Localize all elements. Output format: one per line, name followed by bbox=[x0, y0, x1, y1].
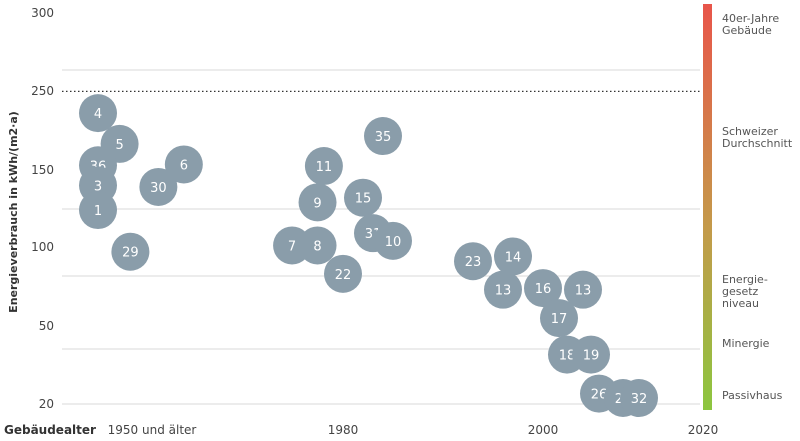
bubble-label: 18 bbox=[559, 349, 576, 364]
bubble-label: 17 bbox=[551, 312, 568, 327]
bubble-label: 30 bbox=[150, 181, 167, 196]
energy-scale-label: Schweizer bbox=[722, 125, 778, 138]
x-axis-label: Gebäudealter bbox=[4, 423, 96, 437]
bubble bbox=[524, 269, 562, 308]
y-tick-label: 50 bbox=[39, 319, 54, 333]
bubble-label: 35 bbox=[375, 130, 392, 145]
data-point: 32 bbox=[620, 379, 658, 417]
y-axis-label: Energieverbrauch in kWh/(m2·a) bbox=[7, 111, 20, 313]
data-point: 4 bbox=[79, 94, 117, 133]
data-point: 13 bbox=[564, 270, 602, 309]
data-point: 14 bbox=[494, 237, 532, 276]
data-point: 30 bbox=[139, 167, 178, 206]
bubble bbox=[139, 167, 178, 206]
bubble bbox=[79, 191, 117, 230]
bubble bbox=[324, 254, 362, 293]
x-tick-label: 1950 und älter bbox=[108, 423, 197, 437]
data-points: 4536313062911978351531102223141316131718… bbox=[79, 94, 658, 417]
bubble bbox=[572, 335, 610, 374]
data-point: 16 bbox=[524, 269, 562, 308]
data-point: 8 bbox=[298, 226, 337, 265]
bubble bbox=[298, 183, 337, 222]
energy-scale-label: Energie- bbox=[722, 273, 768, 286]
data-point: 6 bbox=[164, 145, 203, 184]
data-point: 15 bbox=[344, 178, 382, 217]
bubble-label: 16 bbox=[535, 282, 552, 297]
y-tick-label: 100 bbox=[31, 240, 54, 254]
bubble-label: 3 bbox=[94, 179, 102, 194]
bubble bbox=[304, 147, 343, 186]
bubble bbox=[111, 232, 150, 271]
energy-scale-label: niveau bbox=[722, 297, 759, 310]
data-point: 19 bbox=[572, 335, 610, 374]
bubble bbox=[298, 226, 337, 265]
bubble bbox=[564, 270, 602, 309]
data-point: 23 bbox=[454, 242, 492, 281]
data-point: 9 bbox=[298, 183, 337, 222]
bubble-label: 5 bbox=[115, 138, 123, 153]
data-point: 17 bbox=[540, 299, 578, 338]
bubble-label: 15 bbox=[355, 192, 372, 207]
bubble bbox=[364, 117, 402, 156]
data-point: 13 bbox=[484, 270, 522, 309]
energy-scale-label: 40er-Jahre bbox=[722, 12, 779, 25]
energy-scale-bar bbox=[703, 4, 712, 410]
bubble bbox=[494, 237, 532, 276]
bubble bbox=[620, 379, 658, 417]
bubble-label: 13 bbox=[495, 284, 512, 299]
y-tick-label: 150 bbox=[31, 163, 54, 177]
bubble-label: 7 bbox=[288, 239, 296, 254]
bubble bbox=[484, 270, 522, 309]
data-point: 1 bbox=[79, 191, 117, 230]
bubble-label: 22 bbox=[335, 268, 352, 283]
energy-scale-label: Gebäude bbox=[722, 24, 772, 37]
x-tick-label: 1980 bbox=[328, 423, 359, 437]
bubble-label: 23 bbox=[465, 255, 482, 270]
bubble-label: 6 bbox=[180, 158, 188, 173]
bubble-label: 1 bbox=[94, 204, 102, 219]
bubble bbox=[540, 299, 578, 338]
y-tick-label: 250 bbox=[31, 84, 54, 98]
bubble-label: 10 bbox=[385, 235, 402, 250]
bubble-label: 13 bbox=[575, 284, 592, 299]
y-axis-ticks: 300 250 150 100 50 20 bbox=[31, 6, 54, 411]
bubble-label: 29 bbox=[122, 246, 139, 261]
energy-scale-label: Durchschnitt bbox=[722, 137, 793, 150]
x-tick-label: 2020 bbox=[688, 423, 719, 437]
bubble bbox=[344, 178, 382, 217]
bubble bbox=[164, 145, 203, 184]
y-tick-label: 300 bbox=[31, 6, 54, 20]
x-axis-ticks: 1950 und älter 1980 2000 2020 bbox=[108, 423, 719, 437]
data-point: 35 bbox=[364, 117, 402, 156]
energy-scale-label: gesetz bbox=[722, 285, 759, 298]
bubble-label: 9 bbox=[313, 196, 321, 211]
bubble-label: 4 bbox=[94, 107, 102, 122]
energy-scale-label: Passivhaus bbox=[722, 389, 783, 402]
data-point: 10 bbox=[374, 221, 412, 260]
x-tick-label: 2000 bbox=[528, 423, 559, 437]
y-tick-label: 20 bbox=[39, 397, 54, 411]
data-point: 22 bbox=[324, 254, 362, 293]
energy-scale-label: Minergie bbox=[722, 337, 770, 350]
bubble bbox=[79, 94, 117, 133]
bubble-label: 32 bbox=[631, 392, 648, 407]
bubble bbox=[374, 221, 412, 260]
data-point: 11 bbox=[304, 147, 343, 186]
bubble-label: 26 bbox=[591, 388, 608, 403]
bubble-label: 14 bbox=[505, 250, 522, 265]
bubble-label: 11 bbox=[316, 160, 333, 175]
bubble-label: 8 bbox=[313, 239, 321, 254]
data-point: 29 bbox=[111, 232, 150, 271]
bubble bbox=[454, 242, 492, 281]
bubble-label: 19 bbox=[583, 349, 600, 364]
